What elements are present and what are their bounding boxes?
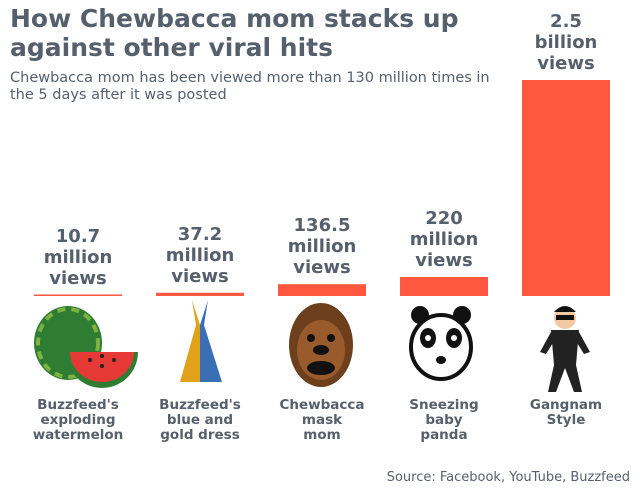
bar <box>400 276 488 296</box>
category-label: Gangnam Style <box>529 397 603 428</box>
value-label: 136.5 million views <box>287 215 357 279</box>
category-label: Buzzfeed's exploding watermelon <box>32 397 124 443</box>
category-label: Buzzfeed's blue and gold dress <box>159 397 241 443</box>
value-label: 10.7 million views <box>43 225 113 289</box>
panda-icon <box>409 306 473 381</box>
bar <box>156 292 244 296</box>
chart-subtitle: Chewbacca mom has been viewed more than … <box>10 70 490 103</box>
bar <box>522 80 610 296</box>
bar <box>34 294 122 296</box>
chewbacca-icon <box>289 303 353 387</box>
watermelon-icon <box>34 306 138 388</box>
category-label: Chewbacca mask mom <box>279 397 365 443</box>
bar <box>278 284 366 296</box>
source-note: Source: Facebook, YouTube, Buzzfeed <box>386 470 630 485</box>
chart-title: How Chewbacca mom stacks up against othe… <box>10 4 459 62</box>
gangnam-icon <box>540 306 590 392</box>
value-label: 2.5 billion views <box>534 11 598 74</box>
category-label: Sneezing baby panda <box>409 397 479 443</box>
dress-icon <box>180 300 222 382</box>
value-label: 37.2 million views <box>165 223 235 287</box>
value-label: 220 million views <box>409 208 479 271</box>
